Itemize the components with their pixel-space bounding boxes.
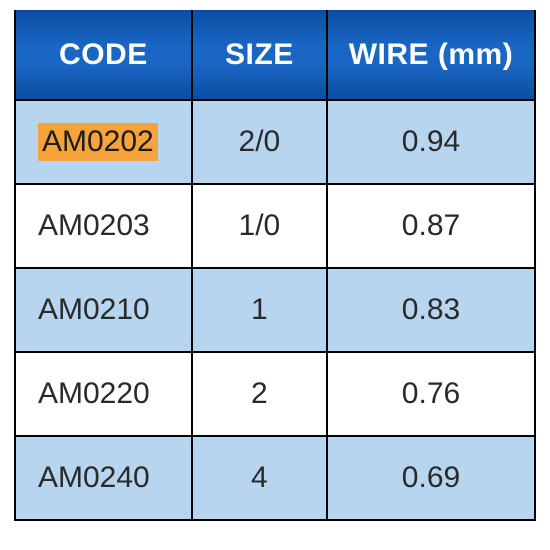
table-row: AM0240 4 0.69 xyxy=(15,436,535,520)
col-header-wire: WIRE (mm) xyxy=(327,10,535,100)
table-body: AM0202 2/0 0.94 AM0203 1/0 0.87 AM0210 1… xyxy=(15,100,535,520)
code-highlight: AM0202 xyxy=(38,123,158,161)
cell-code: AM0202 xyxy=(15,100,192,184)
table-row: AM0202 2/0 0.94 xyxy=(15,100,535,184)
cell-code: AM0203 xyxy=(15,184,192,268)
cell-wire: 0.76 xyxy=(327,352,535,436)
cell-size: 1/0 xyxy=(192,184,327,268)
cell-size: 4 xyxy=(192,436,327,520)
cell-wire: 0.94 xyxy=(327,100,535,184)
cell-wire: 0.87 xyxy=(327,184,535,268)
page: CODE SIZE WIRE (mm) AM0202 2/0 0.94 AM02… xyxy=(0,0,550,550)
header-row: CODE SIZE WIRE (mm) xyxy=(15,10,535,100)
cell-wire: 0.69 xyxy=(327,436,535,520)
table-row: AM0203 1/0 0.87 xyxy=(15,184,535,268)
cell-size: 2/0 xyxy=(192,100,327,184)
cell-size: 2 xyxy=(192,352,327,436)
table-row: AM0220 2 0.76 xyxy=(15,352,535,436)
cell-code: AM0220 xyxy=(15,352,192,436)
cell-code: AM0240 xyxy=(15,436,192,520)
wire-spec-table: CODE SIZE WIRE (mm) AM0202 2/0 0.94 AM02… xyxy=(14,10,536,521)
cell-code: AM0210 xyxy=(15,268,192,352)
table-row: AM0210 1 0.83 xyxy=(15,268,535,352)
col-header-size: SIZE xyxy=(192,10,327,100)
cell-size: 1 xyxy=(192,268,327,352)
cell-wire: 0.83 xyxy=(327,268,535,352)
col-header-code: CODE xyxy=(15,10,192,100)
table-head: CODE SIZE WIRE (mm) xyxy=(15,10,535,100)
